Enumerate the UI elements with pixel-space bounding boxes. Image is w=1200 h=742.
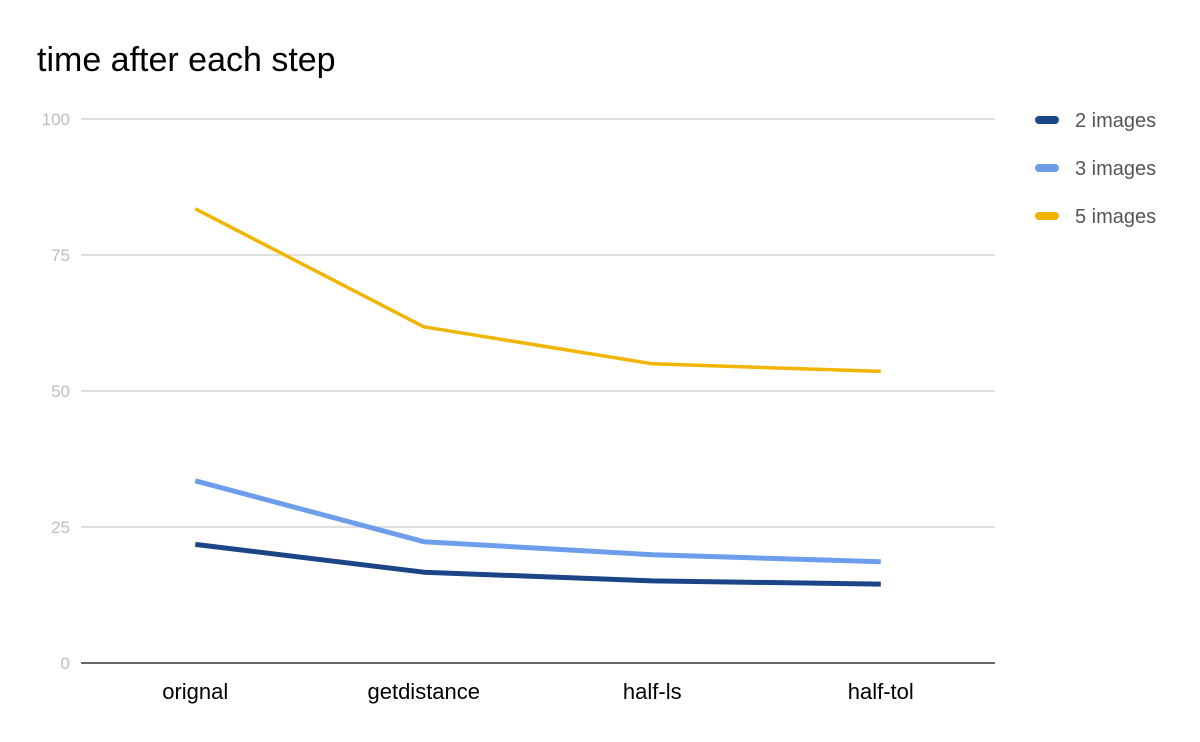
y-tick-label: 100 xyxy=(42,110,70,129)
y-tick-label: 50 xyxy=(51,382,70,401)
series-line xyxy=(194,207,881,374)
series-2 xyxy=(194,207,881,374)
series-0 xyxy=(194,541,881,587)
x-tick-label: orignal xyxy=(162,679,228,704)
x-tick-label: half-ls xyxy=(623,679,682,704)
y-tick-label: 0 xyxy=(61,654,70,673)
y-axis-ticks: 0 25 50 75 100 xyxy=(42,110,70,673)
x-axis-ticks: orignal getdistance half-ls half-tol xyxy=(162,679,914,704)
legend-item: 5 images xyxy=(1035,206,1156,228)
legend-item: 3 images xyxy=(1035,158,1156,180)
series-lines xyxy=(194,207,881,587)
legend-item: 2 images xyxy=(1035,110,1156,132)
x-tick-label: half-tol xyxy=(848,679,914,704)
series-1 xyxy=(194,478,881,565)
series-line xyxy=(194,541,881,587)
x-tick-label: getdistance xyxy=(367,679,480,704)
y-tick-label: 75 xyxy=(51,246,70,265)
series-line xyxy=(194,478,881,565)
gridlines xyxy=(81,118,995,664)
chart-title: time after each step xyxy=(37,41,336,79)
legend: 2 images 3 images 5 images xyxy=(1035,110,1156,228)
legend-label: 3 images xyxy=(1075,158,1156,180)
y-tick-label: 25 xyxy=(51,518,70,537)
legend-label: 2 images xyxy=(1075,110,1156,132)
legend-label: 5 images xyxy=(1075,206,1156,228)
